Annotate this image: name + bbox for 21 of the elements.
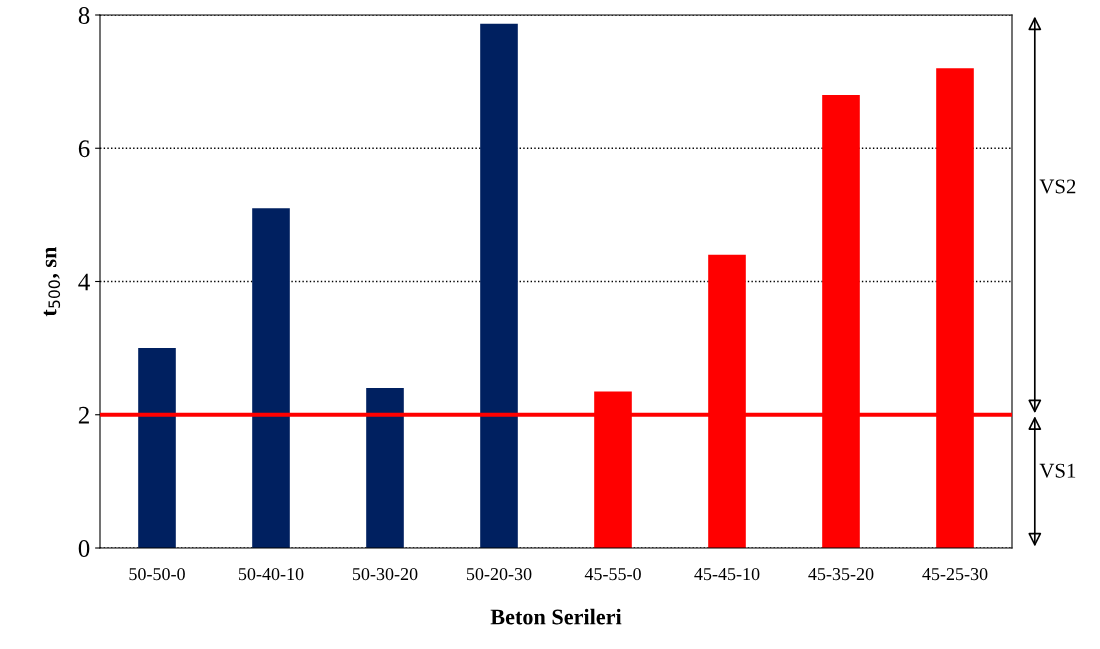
x-tick-label: 50-50-0 [129, 567, 185, 581]
x-tick-label: 50-30-20 [352, 567, 418, 581]
x-tick-label: 45-45-10 [694, 567, 760, 581]
y-axis-title: t$_{500}$, sn [43, 246, 61, 317]
x-axis-title: Beton Serileri [490, 608, 622, 625]
bar [252, 208, 290, 548]
y-tick-label: 0 [78, 540, 90, 557]
x-tick-label: 50-40-10 [238, 567, 304, 581]
bar [366, 388, 404, 548]
x-tick-label: 45-25-30 [922, 567, 988, 581]
text: VS1 [1039, 463, 1076, 478]
x-tick-label: 45-35-20 [808, 567, 874, 581]
x-tick-label: 50-20-30 [466, 567, 532, 581]
bar [138, 348, 176, 548]
y-tick-label: 4 [78, 273, 90, 291]
y-tick-label: 6 [78, 140, 90, 158]
x-tick-label: 45-55-0 [584, 567, 641, 581]
text: VS2 [1039, 179, 1076, 194]
y-tick-label: 2 [78, 406, 89, 424]
bar [480, 23, 518, 548]
y-tick-label: 8 [78, 7, 90, 24]
